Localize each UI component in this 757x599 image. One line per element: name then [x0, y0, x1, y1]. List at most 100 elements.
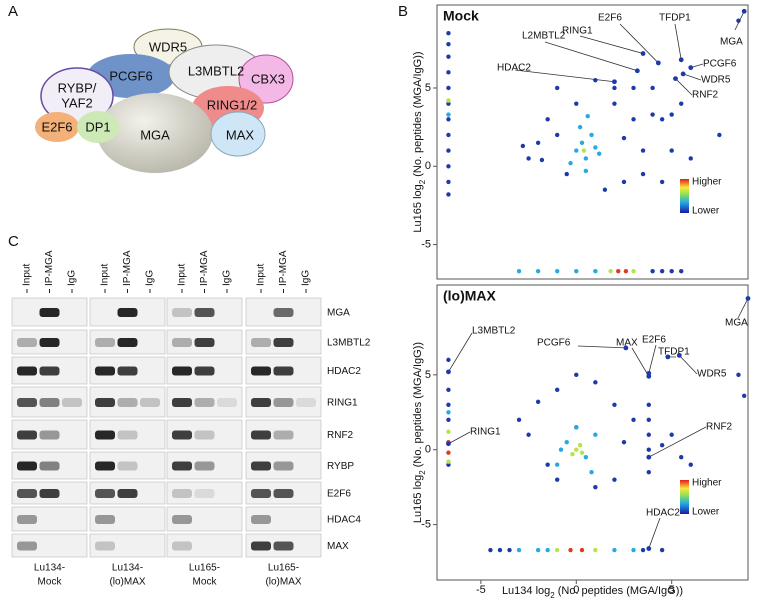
data-point	[574, 101, 579, 106]
annotation-label: WDR5	[701, 75, 731, 86]
blot-band	[39, 338, 60, 347]
annotated-point	[612, 79, 617, 85]
protein-label: HDAC2	[327, 366, 361, 377]
data-point	[593, 380, 598, 385]
data-point	[583, 455, 589, 460]
data-point	[446, 41, 451, 47]
node-label: L3MBTL2	[188, 63, 244, 78]
blot-band	[172, 515, 192, 524]
data-point	[446, 387, 451, 393]
node-label: RYBP/	[58, 80, 97, 95]
data-point	[583, 156, 589, 161]
annotation-leader	[448, 431, 471, 445]
data-point	[669, 148, 674, 153]
blot-band	[172, 430, 192, 440]
data-point	[526, 156, 531, 161]
data-point	[646, 417, 651, 422]
annotation-label: RING1	[562, 26, 593, 37]
lane-label: IgG	[67, 270, 78, 286]
blot-band	[194, 338, 215, 347]
panel-label: C	[8, 233, 19, 250]
lane-label: Input	[100, 264, 111, 286]
blot-band	[251, 541, 271, 551]
annotation-leader	[619, 23, 659, 64]
data-point	[555, 462, 560, 467]
blot-band	[140, 462, 160, 471]
blot-band	[296, 338, 316, 347]
blot-band	[117, 461, 138, 471]
blot-band	[217, 431, 237, 440]
annotation-label: L3MBTL2	[472, 326, 516, 337]
protein-label: RYBP	[327, 461, 354, 472]
data-point	[612, 101, 617, 106]
data-point	[507, 547, 512, 553]
data-point	[574, 268, 579, 274]
data-point	[679, 455, 684, 460]
blot-band	[194, 308, 215, 317]
axis-label-sub: 2	[418, 470, 427, 475]
data-point	[602, 187, 608, 192]
blot-band	[39, 430, 60, 440]
annotation-leader	[648, 426, 707, 458]
blot-band	[62, 542, 82, 551]
blot-band	[296, 308, 316, 317]
data-point	[659, 117, 665, 122]
data-point	[555, 477, 560, 482]
data-point	[659, 268, 665, 274]
blot-band	[17, 515, 37, 524]
sample-label: Lu134-	[112, 563, 143, 574]
panel-label: A	[8, 3, 18, 20]
annotation-leader	[737, 298, 749, 319]
blot-band	[95, 366, 115, 376]
annotation-label: MGA	[720, 37, 743, 48]
data-point	[488, 547, 493, 553]
colorbar	[680, 480, 689, 514]
blot-band	[62, 367, 82, 376]
data-point	[585, 113, 590, 119]
blot-band	[118, 515, 138, 524]
blot-band	[296, 431, 316, 440]
data-point	[545, 117, 550, 122]
blot-band	[140, 515, 160, 524]
data-point	[446, 357, 451, 363]
protein-label: RING1	[327, 398, 358, 409]
blot-band	[251, 461, 271, 471]
data-point	[555, 132, 560, 138]
blot-band	[195, 542, 215, 551]
data-point	[631, 117, 636, 122]
blot-band	[95, 308, 115, 317]
data-point	[640, 148, 646, 153]
data-point	[570, 452, 575, 457]
annotation-leader	[448, 332, 473, 373]
blot-band	[140, 489, 160, 498]
annotated-point	[623, 345, 629, 351]
annotated-point	[646, 454, 652, 460]
data-point	[516, 268, 522, 274]
annotation-leader	[674, 23, 682, 60]
blot-band	[17, 489, 37, 498]
blot-band	[273, 461, 294, 471]
data-point	[616, 268, 621, 274]
colorbar-label: Higher	[692, 177, 722, 188]
data-point	[589, 132, 594, 138]
blot-band	[17, 541, 37, 551]
y-tick-label: -5	[421, 238, 431, 250]
blot-band	[194, 430, 215, 440]
complex-diagram: WDR5 PCGF6 RYBP/ YAF2 L3MBTL2 CBX3 RING1…	[35, 28, 294, 173]
data-point	[583, 168, 589, 174]
axis-label: Lu165 log2 (No. peptides (MGA/IgG))	[412, 51, 427, 232]
blot-band	[273, 308, 294, 317]
data-point	[631, 85, 636, 91]
annotation-label: WDR5	[697, 369, 727, 380]
node-shape	[77, 111, 119, 143]
blot-band	[17, 461, 37, 471]
data-point	[545, 462, 550, 467]
blot-band	[95, 430, 115, 440]
axis-label: Lu165 log2 (No. peptides (MGA/IgG))	[412, 342, 427, 523]
data-point	[577, 443, 583, 448]
node-shape	[238, 54, 294, 104]
data-point	[623, 268, 629, 274]
axis-label-part: (No. peptides (MGA/IgG))	[412, 342, 424, 467]
data-point	[596, 151, 602, 156]
